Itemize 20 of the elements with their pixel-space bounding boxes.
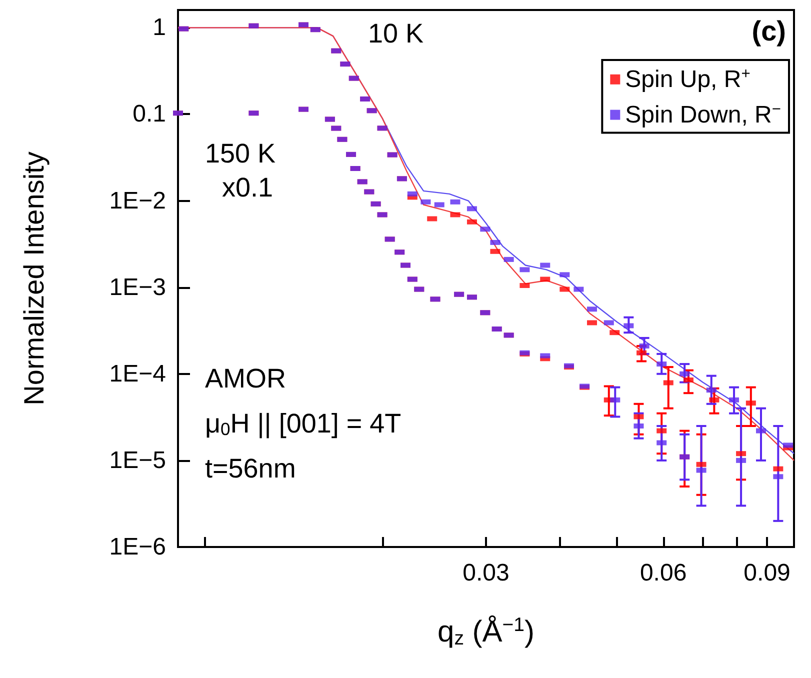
annotation: μ0H || [001] = 4T bbox=[205, 408, 402, 439]
y-tick-label: 0.1 bbox=[132, 100, 166, 128]
chart-title: (c) bbox=[752, 16, 786, 46]
annotation: AMOR bbox=[205, 364, 286, 394]
legend-label: Spin Down, R− bbox=[625, 100, 782, 128]
y-tick-label: 1E−6 bbox=[109, 534, 166, 560]
y-axis-title: Normalized Intensity bbox=[18, 152, 50, 406]
y-tick-label: 1E−5 bbox=[109, 446, 166, 474]
x-tick-label: 0.03 bbox=[462, 560, 510, 586]
x-tick-label: 0.06 bbox=[640, 560, 687, 586]
annotation: 150 K bbox=[205, 138, 276, 168]
y-tick-label: 1 bbox=[152, 14, 166, 42]
annotation: x0.1 bbox=[222, 172, 274, 202]
legend-label: Spin Up, R+ bbox=[625, 66, 750, 93]
y-tick-label: 1E−2 bbox=[109, 187, 166, 214]
y-tick-label: 1E−4 bbox=[109, 360, 166, 388]
annotation: t=56nm bbox=[205, 454, 296, 484]
x-tick-label: 0.09 bbox=[744, 560, 790, 586]
y-tick-label: 1E−3 bbox=[109, 274, 166, 301]
annotation: 10 K bbox=[368, 18, 424, 48]
